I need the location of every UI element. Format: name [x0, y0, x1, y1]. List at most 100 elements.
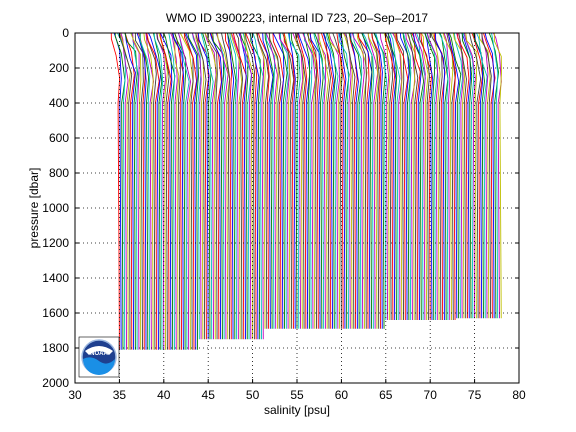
x-tick-label: 50 [246, 388, 260, 402]
profile-line [172, 32, 180, 350]
profile-line [268, 32, 282, 329]
profile-line [212, 32, 225, 340]
profile-line [384, 32, 396, 321]
profile-line [352, 32, 363, 329]
profile-line [426, 32, 439, 321]
profile-line [221, 32, 231, 340]
profile-line [407, 32, 419, 321]
profile-line [172, 32, 185, 350]
profile-line [338, 32, 347, 329]
noaa-logo-text: NOAA [90, 351, 108, 357]
profile-line [146, 32, 160, 350]
profile-line [239, 32, 249, 340]
profile-line [124, 32, 136, 350]
profile-line [357, 32, 367, 329]
profile-line [224, 32, 233, 340]
profile-line [491, 32, 499, 319]
x-tick-label: 45 [202, 388, 216, 402]
profile-line [446, 32, 456, 321]
y-tick-label: 600 [49, 131, 69, 145]
profile-line [396, 32, 405, 321]
profile-line [336, 32, 345, 329]
profile-line [117, 32, 126, 350]
profile-line [476, 32, 488, 319]
x-tick-labels: 30 35 40 45 50 55 60 65 70 75 80 [68, 388, 526, 402]
profile-line [153, 32, 163, 350]
profile-line [379, 32, 390, 321]
profile-line [394, 32, 403, 321]
profile-line [402, 32, 412, 321]
profile-line [373, 32, 386, 329]
profile-line [465, 32, 478, 319]
x-tick-label: 55 [290, 388, 304, 402]
profile-line [328, 32, 341, 329]
y-axis-title: pressure [dbar] [27, 168, 41, 249]
profile-line [145, 32, 155, 350]
profile-line [348, 32, 362, 329]
profile-line [183, 32, 197, 350]
profile-line [426, 32, 439, 321]
profile-line [342, 32, 354, 329]
profile-line [345, 32, 356, 329]
profile-line [148, 32, 162, 350]
chart-title: WMO ID 3900223, internal ID 723, 20–Sep–… [166, 11, 428, 25]
profile-line [202, 32, 212, 340]
profile-line [461, 32, 473, 319]
profile-line [461, 32, 471, 319]
profile-line [317, 32, 327, 329]
profile-line [265, 32, 276, 329]
profile-line [136, 32, 147, 350]
ticks [74, 32, 520, 384]
x-tick-label: 40 [157, 388, 171, 402]
profile-line [153, 32, 164, 350]
profile-line [339, 32, 350, 329]
profile-line [371, 32, 380, 329]
profile-line [249, 32, 260, 340]
profile-line [159, 32, 172, 350]
profile-line [452, 32, 466, 319]
y-tick-label: 1600 [42, 306, 69, 320]
profile-line [375, 32, 388, 321]
profile-line [195, 32, 207, 340]
profile-line [361, 32, 373, 329]
profile-line [171, 32, 181, 350]
profile-line [303, 32, 313, 329]
profile-line [442, 32, 454, 321]
profile-line [493, 32, 502, 319]
profile-line [457, 32, 470, 319]
profile-line [283, 32, 295, 329]
profile-line [484, 32, 495, 319]
profile-line [250, 32, 261, 340]
x-tick-label: 70 [424, 388, 438, 402]
profile-line [367, 32, 379, 329]
profile-line [283, 32, 291, 329]
profile-line [119, 32, 133, 350]
profile-line [338, 32, 350, 329]
profile-line [239, 32, 253, 340]
profile-line [384, 32, 393, 321]
profile-line [351, 32, 365, 329]
x-tick-label: 60 [335, 388, 349, 402]
profile-line [430, 32, 443, 321]
profile-line [120, 32, 129, 350]
profile-line [435, 32, 446, 321]
profile-line [469, 32, 482, 319]
profile-line [287, 32, 301, 329]
profile-line [420, 32, 433, 321]
profile-line [295, 32, 305, 329]
profile-line [481, 32, 489, 319]
profile-line [143, 32, 154, 350]
profile-line [156, 32, 170, 350]
y-tick-label: 200 [49, 61, 69, 75]
profile-line [478, 32, 491, 319]
profile-line [227, 32, 235, 340]
profile-line [453, 32, 463, 319]
profile-line [488, 32, 499, 319]
profile-line [230, 32, 243, 340]
profile-line [114, 32, 126, 350]
profile-line [361, 32, 373, 329]
profile-line [418, 32, 430, 321]
profile-line [322, 32, 335, 329]
